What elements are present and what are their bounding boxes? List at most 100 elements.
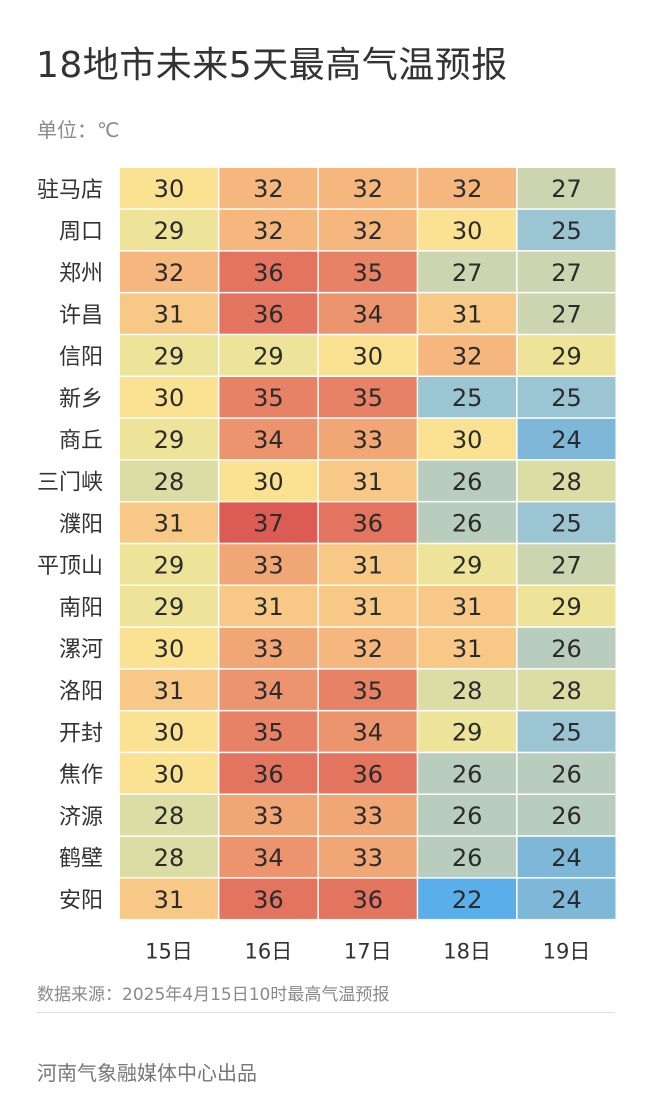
heatmap-cell [318,753,417,794]
cell-value: 32 [452,175,483,203]
column-label: 18日 [443,939,491,963]
heatmap-cell [418,544,517,585]
heatmap-cell [517,418,616,460]
heatmap-cell [219,627,318,669]
heatmap-cell [418,418,517,460]
heatmap-cell [120,627,218,669]
row-label: 南阳 [59,596,103,621]
page-title: 18地市未来5天最高气温预报 [36,45,508,86]
row-label: 洛阳 [59,680,103,705]
row-label: 郑州 [59,262,103,287]
cell-value: 30 [452,426,483,454]
cell-value: 32 [352,635,383,663]
heatmap-cell [219,168,318,209]
column-label: 16日 [244,939,292,963]
heatmap-chart: 驻马店 30 32 32 32 27 周口 29 32 32 30 25 郑州 32 36 35 27 27 许昌 3… [37,168,616,963]
heatmap-cell [517,836,616,878]
heatmap-cell [517,711,616,752]
cell-value: 25 [452,384,483,412]
cell-value: 28 [154,802,185,830]
row-label: 安阳 [59,889,103,914]
heatmap-cell [120,293,218,334]
heatmap-cell [318,293,417,334]
heatmap-cell [418,627,517,669]
cell-value: 35 [253,719,284,747]
cell-value: 35 [253,384,284,412]
heatmap-cell [120,669,218,710]
heatmap-cell [318,502,417,543]
cell-value: 27 [452,259,483,287]
cell-value: 37 [253,510,284,538]
heatmap-cell [318,251,417,292]
heatmap-cell [318,627,417,669]
cell-value: 36 [253,886,284,914]
cell-value: 29 [154,551,185,579]
cell-value: 31 [452,635,483,663]
cell-value: 29 [154,593,185,621]
heatmap-cell [418,460,517,501]
heatmap-cell [418,209,517,251]
cell-value: 25 [551,510,582,538]
heatmap-cell [120,377,218,418]
heatmap-cell [418,377,517,418]
column-label: 15日 [145,939,193,963]
cell-value: 33 [352,844,383,872]
row-label: 商丘 [59,429,103,454]
row-label: 驻马店 [37,178,103,203]
heatmap-cell [517,502,616,543]
heatmap-cell [418,335,517,376]
cell-value: 29 [551,342,582,370]
heatmap-cell [120,335,218,376]
cell-value: 34 [253,426,284,454]
heatmap-cell [219,209,318,251]
row-label: 许昌 [59,303,103,328]
heatmap-cell [219,335,318,376]
cell-value: 33 [253,802,284,830]
cell-value: 29 [154,426,185,454]
heatmap-cell [517,209,616,251]
heatmap-cell [517,251,616,292]
cell-value: 28 [452,677,483,705]
row-label: 济源 [59,805,103,830]
heatmap-cell [219,753,318,794]
heatmap-cell [120,795,218,836]
heatmap-cell [219,251,318,292]
cell-value: 25 [551,384,582,412]
cell-value: 32 [352,175,383,203]
cell-value: 35 [352,384,383,412]
cell-value: 30 [154,719,185,747]
heatmap-cell [517,878,616,919]
heatmap-cell [418,586,517,627]
heatmap-cell [418,836,517,878]
heatmap-cell [219,418,318,460]
cell-value: 30 [452,217,483,245]
cell-value: 36 [253,301,284,329]
heatmap-cell [418,711,517,752]
heatmap-cell [517,627,616,669]
cell-value: 24 [551,844,582,872]
heatmap-cell [418,795,517,836]
row-label: 鹤壁 [59,847,103,872]
heatmap-cell [418,669,517,710]
heatmap-cell [418,293,517,334]
cell-value: 33 [352,426,383,454]
heatmap-cell [120,460,218,501]
cell-value: 30 [154,384,185,412]
cell-value: 34 [352,719,383,747]
heatmap-cell [318,460,417,501]
heatmap-cell [219,293,318,334]
cell-value: 27 [551,175,582,203]
row-label: 焦作 [59,763,103,788]
cell-value: 31 [452,301,483,329]
cell-value: 30 [253,468,284,496]
cell-value: 29 [452,551,483,579]
heatmap-cell [120,418,218,460]
heatmap-cell [120,209,218,251]
heatmap-cell [318,836,417,878]
cell-value: 31 [154,677,185,705]
cell-value: 36 [352,760,383,788]
heatmap-cell [219,586,318,627]
heatmap-cell [219,460,318,501]
unit-label: 单位：℃ [37,118,120,142]
cell-value: 24 [551,426,582,454]
